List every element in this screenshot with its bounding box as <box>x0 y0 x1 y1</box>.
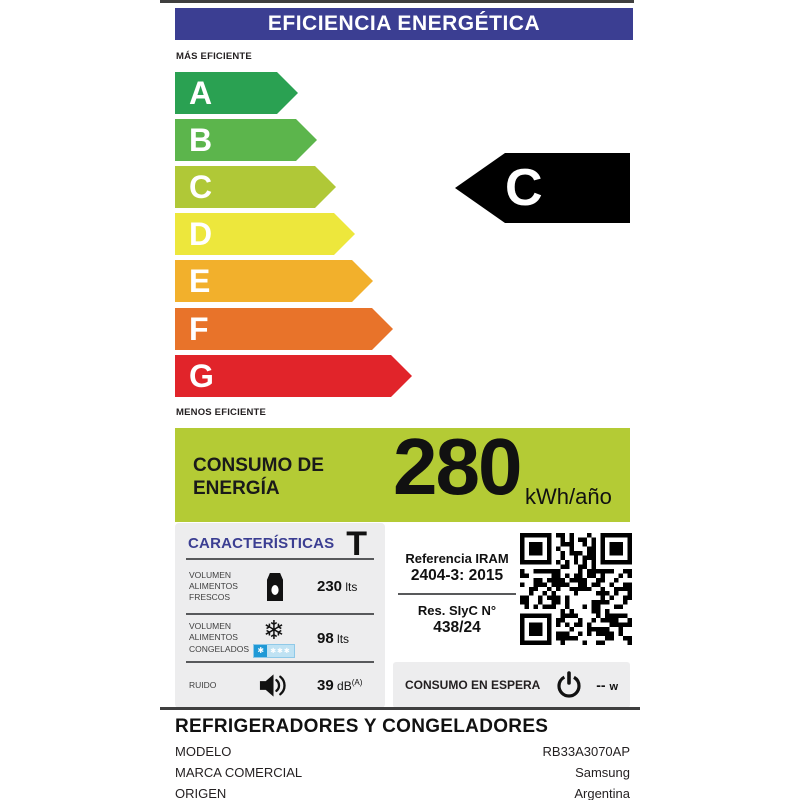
grade-letter: D <box>189 216 213 252</box>
climate-class-value: T <box>346 524 367 563</box>
noise-value: 39 dB(A) <box>317 677 363 694</box>
origin-label: ORIGEN <box>175 786 227 800</box>
fresh-volume-value: 230 lts <box>317 578 358 595</box>
grade-letter: C <box>189 169 213 205</box>
grade-letter: A <box>189 75 213 111</box>
product-category-title: REFRIGERADORES Y CONGELADORES <box>175 716 549 737</box>
fresh-volume-row: VOLUMEN ALIMENTOS FRESCOS 230 lts <box>186 558 374 613</box>
model-row: MODELO RB33A3070AP <box>175 744 630 759</box>
frozen-volume-value: 98 lts <box>317 629 350 647</box>
grade-arrow-a: A <box>175 72 298 114</box>
grade-letter: G <box>189 358 214 394</box>
noise-row: RUIDO 39 dB(A) <box>186 661 374 708</box>
page-title: EFICIENCIA ENERGÉTICA <box>267 12 541 35</box>
power-icon <box>554 670 584 700</box>
footer-divider-line <box>160 707 640 710</box>
grade-arrow-g: G <box>175 355 412 397</box>
noise-label: RUIDO <box>189 679 217 690</box>
milk-carton-icon <box>251 570 297 604</box>
brand-value: Samsung <box>575 765 630 780</box>
top-border-line <box>160 0 634 3</box>
origin-row: ORIGEN Argentina <box>175 786 630 800</box>
consumption-value: 280 <box>393 422 522 511</box>
standby-label: CONSUMO EN ESPERA <box>405 678 541 692</box>
reference-divider <box>398 593 516 595</box>
standby-value: -- w <box>596 677 618 693</box>
iram-standard: 2404-3: 2015 <box>410 567 504 584</box>
rating-arrow: C <box>455 153 630 223</box>
fresh-volume-label: VOLUMEN ALIMENTOS FRESCOS <box>189 569 238 603</box>
less-efficient-label: MENOS EFICIENTE <box>176 407 267 418</box>
characteristics-header: CARACTERÍSTICAS T <box>175 523 385 563</box>
grade-arrow-c: C <box>175 166 336 208</box>
model-label: MODELO <box>175 744 232 759</box>
snowflake-icon: ❄ ✱ ✱✱✱ <box>251 618 297 658</box>
grade-letter: B <box>189 122 213 158</box>
consumption-label: CONSUMO DE ENERGÍA <box>193 455 324 500</box>
brand-row: MARCA COMERCIAL Samsung <box>175 765 630 780</box>
brand-label: MARCA COMERCIAL <box>175 765 303 780</box>
resolution-value: 438/24 <box>433 619 481 636</box>
energy-consumption-box: CONSUMO DE ENERGÍA 280 kWh/año <box>175 422 630 522</box>
grade-arrow-f: F <box>175 308 393 350</box>
iram-reference-block: Referencia IRAM 2404-3: 2015 Res. SIyC N… <box>398 551 516 637</box>
consumption-unit: kWh/año <box>525 484 612 509</box>
rating-letter: C <box>505 159 543 217</box>
iram-reference-title: Referencia IRAM <box>405 551 509 566</box>
grade-arrow-d: D <box>175 213 355 255</box>
characteristics-panel: CARACTERÍSTICAS T VOLUMEN ALIMENTOS FRES… <box>175 523 385 708</box>
speaker-icon <box>251 672 297 699</box>
origin-value: Argentina <box>574 786 630 800</box>
frozen-volume-label: VOLUMEN ALIMENTOS CONGELADOS <box>189 621 249 654</box>
freezer-stars-badge: ✱ ✱✱✱ <box>253 643 295 658</box>
grade-letter: E <box>189 263 211 299</box>
grade-arrow-b: B <box>175 119 317 161</box>
grade-letter: F <box>189 311 209 347</box>
header-bar: EFICIENCIA ENERGÉTICA <box>175 8 633 40</box>
qr-code <box>520 533 632 645</box>
grade-arrow-e: E <box>175 260 373 302</box>
more-efficient-label: MÁS EFICIENTE <box>176 51 252 62</box>
standby-consumption-box: CONSUMO EN ESPERA -- w <box>393 662 630 708</box>
characteristics-title: CARACTERÍSTICAS <box>188 535 335 552</box>
resolution-label: Res. SIyC N° <box>417 603 497 618</box>
model-value: RB33A3070AP <box>542 744 630 759</box>
frozen-volume-row: VOLUMEN ALIMENTOS CONGELADOS ❄ ✱ ✱✱✱ 98 … <box>186 613 374 661</box>
